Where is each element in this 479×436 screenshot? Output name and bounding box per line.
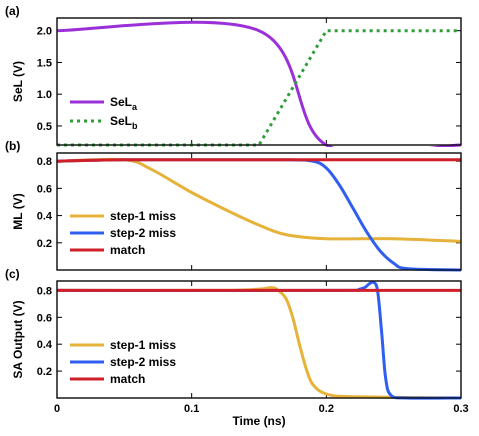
y-tick-label: 0.4 xyxy=(37,211,53,223)
plot-frame-top xyxy=(56,280,462,399)
legend-entry: step-2 miss xyxy=(110,226,176,240)
legend-entry: step-1 miss xyxy=(110,338,176,352)
y-tick-label: 2.0 xyxy=(37,26,52,38)
y-tick-label: 1.5 xyxy=(37,57,52,69)
series-line-sel-a xyxy=(57,20,461,147)
x-tick-label: 0.1 xyxy=(184,403,199,415)
x-tick-label: 0 xyxy=(54,403,60,415)
y-tick-label: 0.6 xyxy=(37,312,52,324)
legend-entry: match xyxy=(110,372,145,386)
y-tick-label: 0.5 xyxy=(37,121,52,133)
series-line-match xyxy=(57,158,461,163)
legend-entry: step-1 miss xyxy=(110,209,176,223)
legend: SeLa SeLb xyxy=(70,95,138,131)
y-tick-label: 0.8 xyxy=(37,156,52,168)
x-axis-label: Time (ns) xyxy=(232,414,285,428)
legend-entry: SeLa xyxy=(110,95,138,112)
y-tick-label: 0.2 xyxy=(37,366,52,378)
y-tick-label: 0.6 xyxy=(37,183,52,195)
legend-entry: SeLb xyxy=(110,114,138,131)
y-tick-label: 0.2 xyxy=(37,238,52,250)
y-axis-label: SeL (V) xyxy=(11,61,25,102)
panel-1: (a) 0.5 1.0 1.5 2.0 SeL (V) SeLa SeLb xyxy=(5,4,462,147)
y-axis-label: ML (V) xyxy=(11,193,25,229)
y-tick-label: 1.0 xyxy=(37,89,52,101)
plot-frame-top xyxy=(56,17,462,146)
legend: step-1 miss step-2 miss match xyxy=(70,338,176,386)
panel-label: (c) xyxy=(5,267,20,281)
legend-entry: step-2 miss xyxy=(110,355,176,369)
panel-3: (c) 0.2 0.4 0.6 0.8 0 0.1 0.2 0.3 SA Output (V) Ti… xyxy=(5,267,469,428)
plot-frame-top xyxy=(56,152,462,271)
legend: step-1 miss step-2 miss match xyxy=(70,209,176,257)
panel-2: (b) 0.2 0.4 0.6 0.8 ML (V) step-1 miss step-2 m… xyxy=(5,139,462,272)
y-tick-label: 0.8 xyxy=(37,285,52,297)
panel-label: (a) xyxy=(5,4,20,18)
legend-entry: match xyxy=(110,243,145,257)
y-tick-label: 0.4 xyxy=(37,339,53,351)
panel-label: (b) xyxy=(5,139,20,153)
y-axis-label: SA Output (V) xyxy=(11,300,25,378)
x-tick-label: 0.2 xyxy=(319,403,334,415)
x-tick-label: 0.3 xyxy=(453,403,468,415)
series-line-step-1-miss xyxy=(57,157,461,243)
